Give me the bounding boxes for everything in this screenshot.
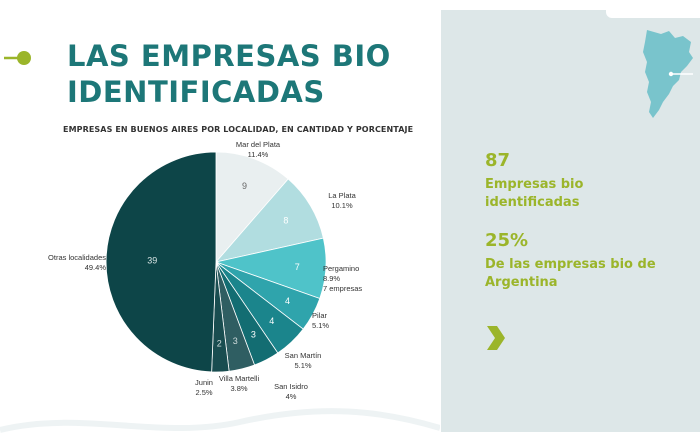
slice-value-label: 7: [295, 262, 300, 272]
slice-percent-label: 11.4%: [248, 150, 269, 159]
bullet-dot-icon: [4, 51, 31, 65]
slice-value-label: 39: [147, 256, 157, 266]
slice-percent-label: 4%: [286, 392, 297, 401]
stat-label-line: Empresas bio: [485, 177, 584, 192]
chart-title: EMPRESAS EN BUENOS AIRES POR LOCALIDAD, …: [63, 125, 414, 134]
slice-value-label: 3: [233, 336, 238, 346]
slice-value-label: 3: [251, 329, 256, 339]
slice-percent-label: 5.1%: [312, 321, 329, 330]
slice-percent-label: 3.8%: [230, 384, 247, 393]
decorative-wave: [0, 408, 440, 433]
title-line-2: IDENTIFICADAS: [67, 75, 325, 109]
argentina-map-icon: [643, 30, 693, 118]
stat-value-companies: 87: [485, 150, 511, 171]
slice-percent-label: 10.1%: [331, 201, 353, 210]
forward-arrow-icon: [487, 326, 505, 350]
pie-slice-1: [214, 178, 324, 263]
slice-name-label: Villa Martelli: [219, 374, 260, 383]
slice-name-label: Otras localidades: [48, 253, 106, 262]
slice-value-label: 4: [285, 296, 290, 306]
slice-value-label: 9: [242, 181, 247, 191]
slice-value-label: 2: [217, 338, 222, 348]
stat-label-line: De las empresas bio de: [485, 257, 656, 272]
pie-slice-8: [105, 151, 217, 373]
slice-name-label: San Martín: [285, 351, 322, 360]
slice-name-label: Mar del Plata: [236, 140, 281, 149]
slice-value-label: 8: [283, 215, 288, 225]
panel-tab: [606, 10, 700, 18]
page-title: LAS EMPRESAS BIO IDENTIFICADAS: [67, 38, 391, 110]
slice-value-label: 4: [269, 316, 274, 326]
stat-label-line: Argentina: [485, 275, 558, 290]
slice-extra-label: 7 empresas: [323, 284, 362, 293]
slice-name-label: San Isidro: [274, 382, 308, 391]
stats-panel: 87 Empresas bio identificadas 25% De las…: [441, 10, 700, 432]
pie-slice-0: [215, 151, 289, 264]
slice-percent-label: 2.5%: [195, 388, 212, 397]
title-line-1: LAS EMPRESAS BIO: [67, 39, 391, 73]
slice-percent-label: 5.1%: [294, 361, 311, 370]
stat-label-companies: Empresas bio identificadas: [485, 176, 583, 212]
slice-name-label: Pilar: [312, 311, 328, 320]
slice-percent-label: 8.9%: [323, 274, 340, 283]
slice-name-label: Junin: [195, 378, 213, 387]
stat-label-line: identificadas: [485, 195, 580, 210]
stat-label-share: De las empresas bio de Argentina: [485, 256, 656, 292]
slice-name-label: La Plata: [328, 191, 356, 200]
stat-value-share: 25%: [485, 230, 529, 251]
slice-name-label: Pergamino: [323, 264, 359, 273]
slice-percent-label: 49.4%: [85, 263, 107, 272]
